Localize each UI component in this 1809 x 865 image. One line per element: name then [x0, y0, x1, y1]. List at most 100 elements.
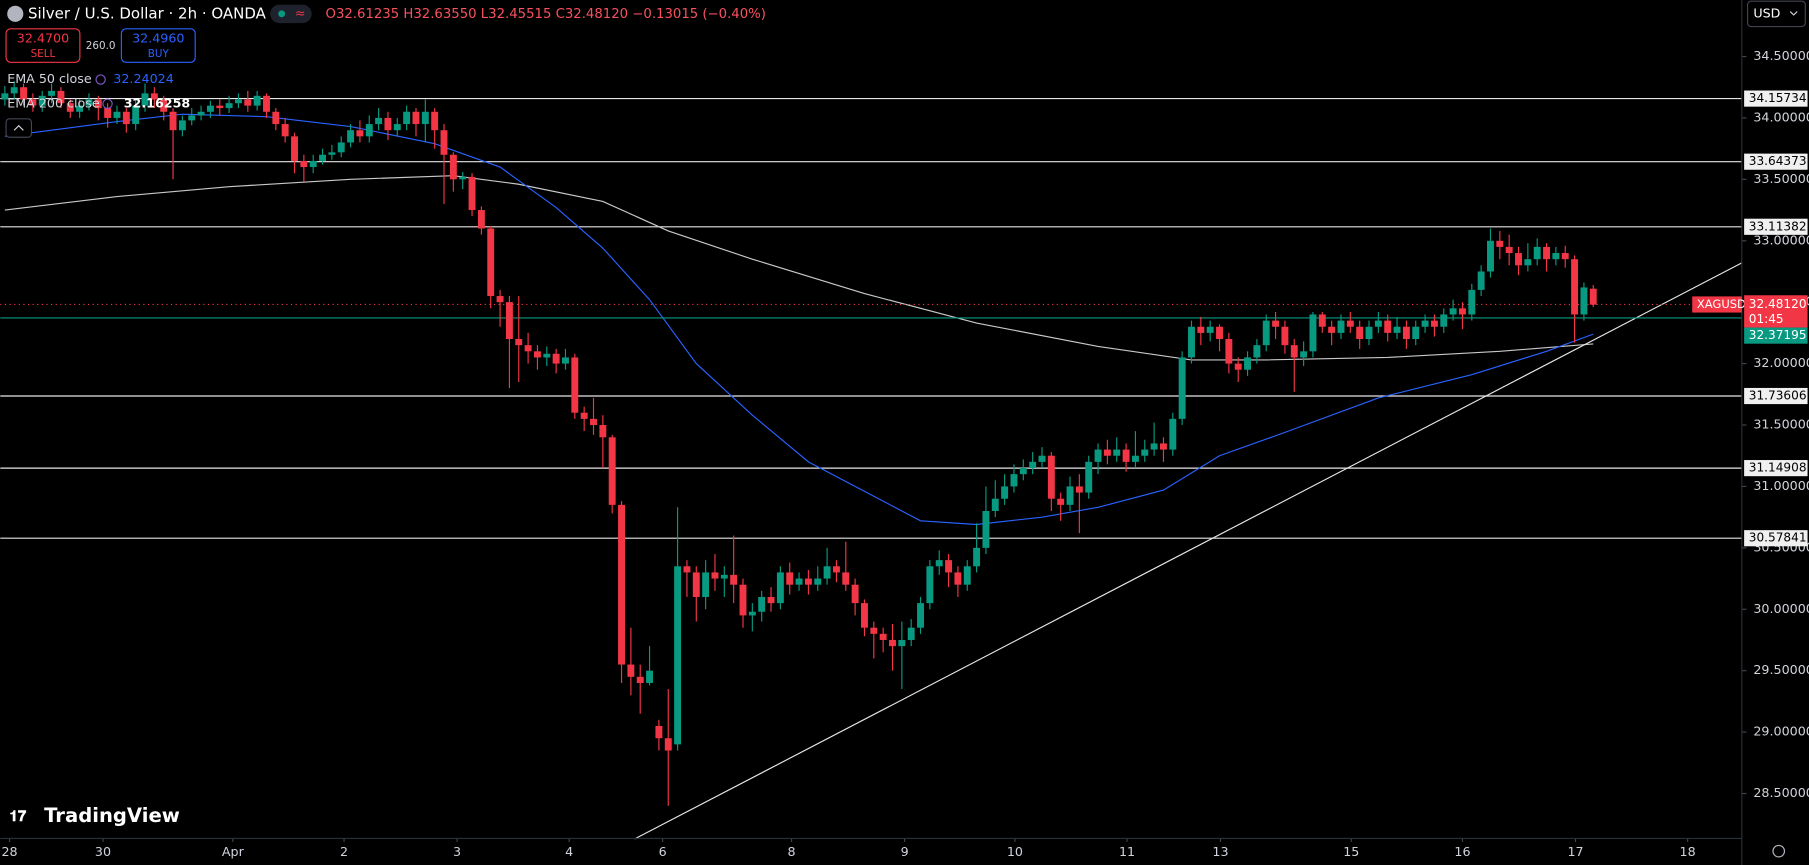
candle-body: [590, 418, 597, 426]
candle-body: [1337, 320, 1345, 333]
candle-body: [384, 117, 392, 131]
candle-body: [1393, 326, 1401, 333]
candle-body: [618, 504, 625, 665]
candle-body: [150, 93, 158, 100]
candle-body: [889, 639, 896, 647]
candle-body: [412, 111, 420, 125]
level-label-box: [1744, 387, 1808, 405]
buy-label: BUY: [148, 48, 170, 60]
candle-body: [234, 99, 242, 104]
candle-body: [487, 228, 495, 297]
candle-body: [244, 99, 252, 106]
candle-body: [57, 90, 65, 104]
candle-body: [646, 670, 654, 683]
symbol-title: Silver / U.S. Dollar · 2h · OANDA: [28, 4, 267, 22]
candle-body: [505, 302, 513, 340]
candle-body: [580, 412, 588, 419]
collapse-icon: [13, 124, 24, 131]
candle-body: [1328, 326, 1336, 333]
candle-body: [1029, 461, 1037, 469]
candle-body: [94, 99, 102, 109]
candle-body: [1262, 320, 1270, 346]
candle-body: [795, 578, 803, 585]
candle-body: [48, 90, 56, 96]
candle-body: [1075, 486, 1083, 493]
settings-icon[interactable]: [1772, 844, 1786, 858]
brand-logo: 𝟏𝟕: [10, 807, 27, 825]
candle-body: [1038, 455, 1046, 462]
candle-body: [225, 103, 233, 109]
level-label-box: [1744, 218, 1808, 235]
candle-body: [216, 105, 224, 109]
last-price-label: 32.48120: [1749, 297, 1807, 311]
collapse-button[interactable]: [5, 118, 33, 138]
candle-body: [169, 111, 177, 131]
candle-body: [1159, 443, 1167, 450]
candle-body: [702, 572, 710, 597]
candle-body: [1412, 326, 1420, 340]
y-tick-label: 29.50000: [1753, 662, 1809, 677]
candle-body: [692, 572, 700, 597]
candle-body: [711, 572, 719, 579]
candle-body: [1374, 320, 1382, 327]
spread: 260.0: [86, 40, 116, 52]
x-tick-label: 8: [788, 844, 796, 859]
candle-body: [683, 566, 691, 573]
candle-body: [1047, 455, 1055, 499]
candle-body: [1057, 498, 1065, 505]
buy-button[interactable]: [120, 28, 196, 63]
level-label-box: [1744, 530, 1808, 547]
symbol-icon: [7, 5, 24, 22]
candle-body: [1085, 461, 1093, 493]
candle-body: [945, 560, 953, 573]
candle-body: [1300, 351, 1308, 358]
bid-box: [1744, 327, 1808, 344]
countdown: 01:45: [1749, 312, 1784, 326]
x-tick-label: 16: [1454, 844, 1470, 859]
x-tick-label: 13: [1212, 844, 1228, 859]
candle-body: [1253, 345, 1261, 358]
candle-body: [393, 124, 401, 131]
candle-body: [758, 596, 766, 612]
y-tick-label: 34.50000: [1753, 48, 1809, 63]
candle-body: [328, 152, 336, 155]
candle-body: [879, 633, 887, 640]
candle-body: [1001, 486, 1009, 499]
candle-body: [963, 566, 971, 585]
candle-body: [1384, 320, 1392, 333]
candle-body: [1552, 253, 1560, 260]
ema50-icon: [95, 74, 106, 85]
candle-body: [122, 111, 130, 125]
candle-body: [1197, 326, 1205, 333]
level-label: 34.15734: [1749, 91, 1807, 105]
candle-body: [571, 357, 579, 413]
candle-body: [1571, 259, 1579, 315]
candle-body: [823, 566, 831, 579]
y-tick-label: 34.00000: [1753, 109, 1809, 124]
currency-button[interactable]: [1747, 0, 1806, 28]
candle-body: [1178, 357, 1186, 419]
candle-body: [636, 676, 644, 683]
candle-body: [1103, 449, 1111, 456]
trend-line: [634, 262, 1743, 840]
candle-body: [674, 566, 682, 745]
sell-button[interactable]: [5, 28, 81, 63]
candle-body: [1421, 320, 1429, 327]
level-label-box: [1744, 153, 1808, 170]
candle-body: [552, 353, 560, 364]
candle-body: [29, 99, 37, 106]
candle-body: [85, 99, 93, 106]
level-label: 33.11382: [1749, 219, 1807, 233]
candle-body: [1150, 443, 1158, 450]
candle-body: [459, 176, 467, 180]
candle-body: [1477, 271, 1485, 290]
candle-body: [861, 603, 868, 628]
x-tick-label: 30: [95, 844, 111, 859]
candle-body: [1496, 240, 1504, 247]
level-label: 33.64373: [1749, 154, 1807, 168]
x-tick-label: 9: [901, 844, 909, 859]
candle-body: [1290, 345, 1298, 358]
ema200-value: 32.16258: [124, 95, 191, 110]
candle-body: [739, 584, 747, 616]
candle-body: [375, 117, 383, 125]
